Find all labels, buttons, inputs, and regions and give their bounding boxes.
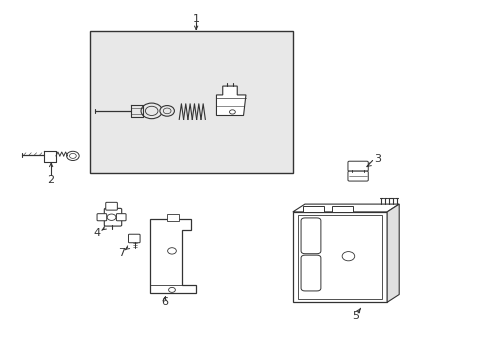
Circle shape — [342, 252, 354, 261]
FancyBboxPatch shape — [128, 234, 140, 243]
Text: 1: 1 — [192, 14, 199, 24]
Circle shape — [168, 287, 175, 292]
Bar — [292, 212, 386, 302]
FancyBboxPatch shape — [97, 214, 106, 221]
Polygon shape — [150, 219, 196, 293]
FancyBboxPatch shape — [301, 255, 320, 291]
Circle shape — [229, 110, 235, 114]
Bar — [331, 206, 352, 212]
FancyBboxPatch shape — [301, 218, 320, 254]
FancyBboxPatch shape — [104, 208, 122, 226]
Bar — [302, 206, 324, 212]
Circle shape — [107, 214, 116, 220]
Text: 7: 7 — [118, 248, 124, 258]
FancyBboxPatch shape — [347, 161, 367, 171]
Text: 5: 5 — [351, 311, 359, 321]
Bar — [167, 214, 179, 221]
Circle shape — [66, 151, 79, 161]
Polygon shape — [216, 86, 245, 116]
FancyBboxPatch shape — [347, 171, 367, 181]
Bar — [90, 31, 292, 173]
Text: 6: 6 — [161, 297, 168, 307]
FancyBboxPatch shape — [116, 214, 126, 221]
Text: 3: 3 — [373, 154, 380, 164]
Circle shape — [69, 153, 76, 158]
Polygon shape — [292, 204, 398, 212]
Bar — [297, 215, 382, 299]
Text: 4: 4 — [93, 228, 101, 238]
Circle shape — [163, 108, 171, 114]
Text: 2: 2 — [47, 175, 55, 185]
FancyBboxPatch shape — [105, 202, 117, 210]
Circle shape — [145, 106, 158, 116]
Circle shape — [160, 105, 174, 116]
Polygon shape — [386, 204, 398, 302]
Circle shape — [167, 248, 176, 254]
Circle shape — [141, 103, 162, 119]
